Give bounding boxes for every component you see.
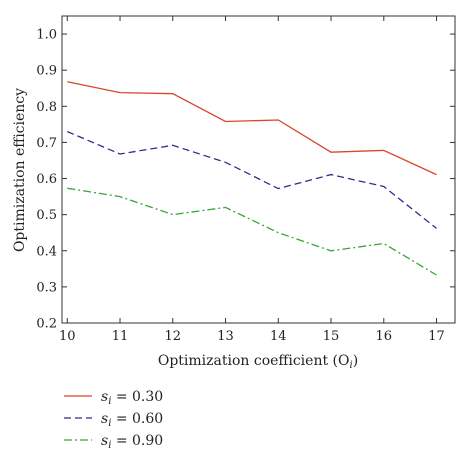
y-axis-title: Optimization efficiency: [12, 88, 28, 252]
y-tick-label: 0.7: [36, 136, 57, 151]
y-tick-label: 0.6: [36, 172, 57, 187]
plot-frame: [61, 15, 456, 324]
legend-label-3: si = 0.90: [101, 433, 163, 451]
legend-sub: i: [108, 440, 111, 451]
x-tick-label: 13: [217, 329, 234, 344]
x-tick-label: 14: [270, 329, 287, 344]
legend-value: = 0.30: [111, 389, 163, 405]
x-tick-label: 17: [428, 329, 445, 344]
series-line-1: [67, 81, 437, 176]
y-tick-label: 0.5: [36, 208, 57, 223]
legend-value: = 0.60: [111, 411, 163, 427]
y-tick-label: 0.9: [36, 64, 57, 79]
legend-value: = 0.90: [111, 433, 163, 449]
y-tick-label: 0.8: [36, 100, 57, 115]
x-tick-label: 12: [165, 329, 182, 344]
x-tick-label: 11: [112, 329, 129, 344]
x-tick-label: 10: [59, 329, 76, 344]
legend-var: s: [101, 433, 108, 449]
x-tick-label: 15: [323, 329, 340, 344]
y-tick-label: 1.0: [36, 28, 57, 43]
series-lines: [67, 81, 437, 276]
y-tick-label: 0.2: [36, 317, 57, 332]
y-tick-label: 0.4: [36, 244, 57, 259]
y-axis: 0.2 0.3 0.4 0.5 0.6 0.7 0.8 0.9 1.0: [36, 28, 455, 332]
x-axis-title-main: Optimization coefficient (O: [158, 353, 350, 369]
x-tick-label: 16: [376, 329, 393, 344]
legend-sub: i: [108, 418, 111, 429]
x-axis: 10 11 12 13 14 15 16 17: [59, 16, 445, 344]
series-line-3: [67, 187, 437, 276]
x-axis-title: Optimization coefficient (Oi): [158, 353, 358, 371]
legend-var: s: [101, 389, 108, 405]
legend-sub: i: [108, 396, 111, 407]
x-axis-title-sub: i: [349, 360, 352, 371]
x-axis-title-end: ): [353, 353, 358, 369]
legend-label-2: si = 0.60: [101, 411, 163, 429]
series-line-2: [67, 131, 437, 229]
legend-var: s: [101, 411, 108, 427]
y-tick-label: 0.3: [36, 280, 57, 295]
legend-label-1: si = 0.30: [101, 389, 163, 407]
